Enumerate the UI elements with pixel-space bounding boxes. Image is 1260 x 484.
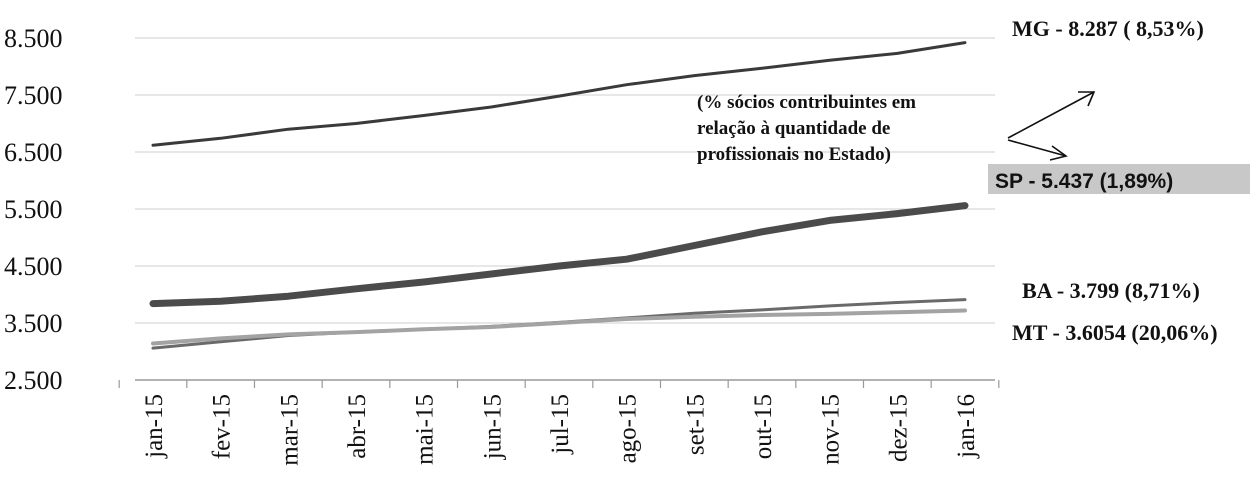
x-axis-ticks: jan-15 fev-15 mar-15 abr-15 mai-15 jun-15 jul-…	[118, 380, 1000, 466]
x-tick-label: jun-15	[479, 394, 506, 460]
x-tick-label: mai-15	[412, 394, 439, 465]
y-tick-label: 5.500	[4, 195, 63, 224]
series-line-mg	[151, 41, 967, 147]
x-tick-label: nov-15	[818, 394, 845, 465]
annotation-line-1: (% sócios contribuintes em	[697, 92, 916, 113]
annotation-line-3: profissionais no Estado)	[697, 144, 891, 165]
x-tick-label: abr-15	[344, 394, 371, 459]
x-tick-label: mar-15	[276, 394, 303, 466]
sp-label-highlight	[988, 164, 1250, 194]
x-tick-label: dez-15	[885, 394, 912, 462]
arrow-down-head	[1049, 145, 1068, 161]
annotation-arrows	[1007, 91, 1096, 161]
x-tick-label: fev-15	[209, 394, 236, 459]
series-label-mg: MG - 8.287 ( 8,53%)	[1012, 16, 1204, 41]
y-tick-label: 6.500	[4, 138, 63, 167]
arrow-down	[1007, 139, 1067, 157]
series-line-mt	[151, 308, 967, 346]
x-tick-label: set-15	[682, 394, 709, 455]
y-tick-label: 2.500	[4, 366, 63, 395]
y-tick-label: 4.500	[4, 252, 63, 281]
x-tick-label: jan-16	[953, 394, 980, 459]
series-lines	[149, 41, 969, 350]
x-tick-label: jul-15	[547, 394, 574, 455]
series-label-ba: BA - 3.799 (8,71%)	[1022, 278, 1200, 303]
gridlines	[135, 37, 995, 324]
annotation-line-2: relação à quantidade de	[697, 118, 890, 139]
x-tick-label: out-15	[750, 394, 777, 459]
y-tick-label: 7.500	[4, 81, 63, 110]
y-tick-label: 3.500	[4, 309, 63, 338]
arrow-up	[1007, 91, 1095, 139]
y-axis-ticks: 8.500 7.500 6.500 5.500 4.500 3.500 2.500	[4, 24, 63, 395]
x-tick-label: ago-15	[615, 394, 642, 463]
y-tick-label: 8.500	[4, 24, 63, 53]
x-tick-label: jan-15	[141, 394, 168, 459]
series-line-sp	[149, 202, 969, 308]
series-label-mt: MT - 3.6054 (20,06%)	[1012, 320, 1218, 345]
series-label-sp: SP - 5.437 (1,89%)	[995, 170, 1173, 193]
arrow-up-head	[1078, 91, 1096, 107]
